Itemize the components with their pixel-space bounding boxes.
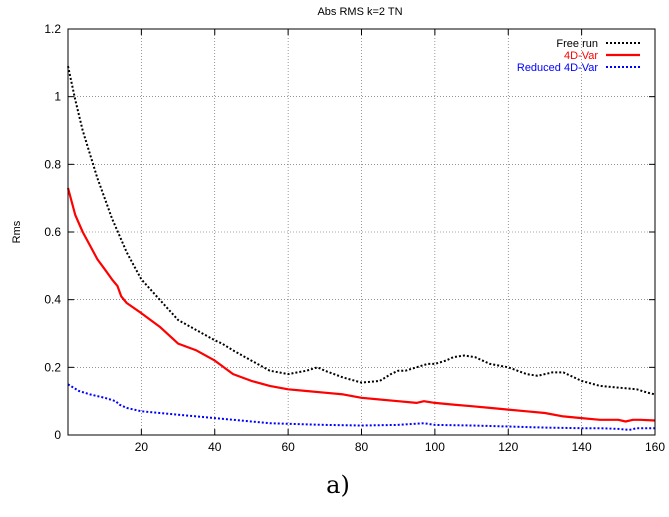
- x-tick-label: 120: [498, 440, 518, 454]
- series-layer: [66, 65, 656, 431]
- y-tick-label: 1.2: [44, 22, 61, 36]
- legend-label: 4D-Var: [564, 50, 598, 62]
- x-tick-label: 60: [281, 440, 295, 454]
- y-tick-label: 0: [54, 428, 61, 442]
- y-tick-label: 0.4: [44, 293, 61, 307]
- series-line-3: [67, 383, 655, 431]
- y-tick-label: 0.8: [44, 157, 61, 171]
- chart-title: Abs RMS k=2 TN: [317, 6, 402, 18]
- x-tick-label: 20: [135, 440, 149, 454]
- x-tick-label: 40: [208, 440, 222, 454]
- y-tick-label: 0.6: [44, 225, 61, 239]
- grid-lines: [68, 29, 656, 435]
- series-line-1: [67, 65, 656, 396]
- x-tick-label: 160: [645, 440, 665, 454]
- x-tick-label: 80: [355, 440, 369, 454]
- y-tick-label: 1: [54, 90, 61, 104]
- series-line-2: [66, 187, 656, 423]
- x-tick-label: 140: [572, 440, 592, 454]
- y-tick-label: 0.2: [44, 360, 61, 374]
- x-tick-label: 100: [425, 440, 445, 454]
- axis-ticks: 20 40 60 80 100 120 140 160 0 0.2 0.4 0.6 0.8 1 1.2: [44, 22, 665, 454]
- figure-caption: a): [326, 471, 350, 499]
- y-axis-label: Rms: [11, 220, 23, 243]
- legend-label: Free run: [556, 38, 598, 50]
- legend-label: Reduced 4D-Var: [517, 62, 598, 74]
